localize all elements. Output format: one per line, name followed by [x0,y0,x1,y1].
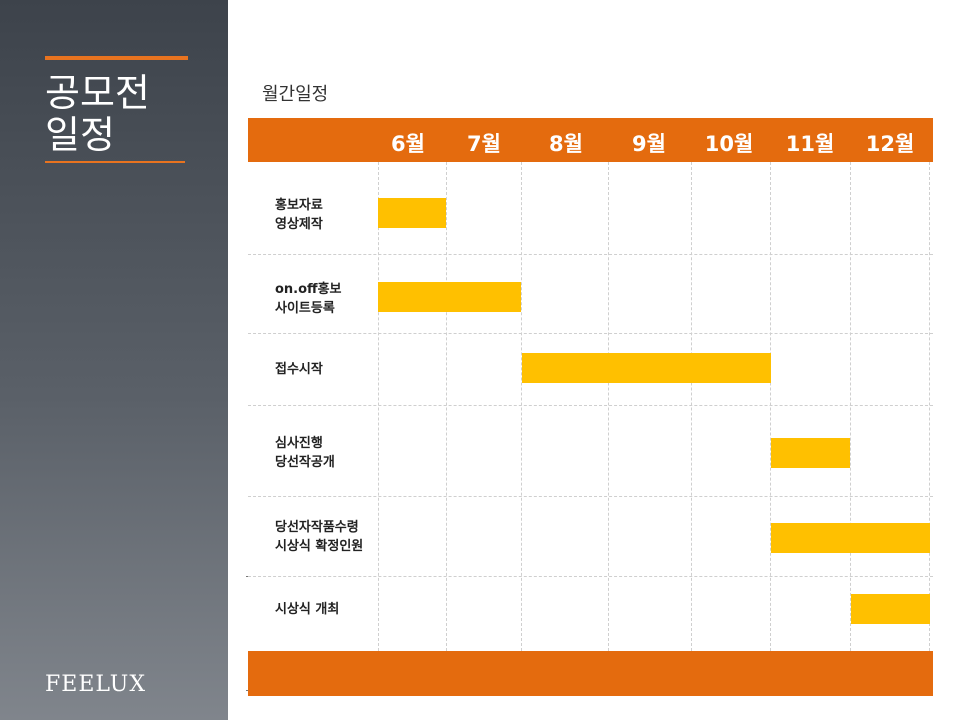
task-label-online-promo: on.off홍보 사이트등록 [275,280,342,318]
task-label-line2: 영상제작 [275,217,323,232]
month-header-8: 8월 [549,132,583,156]
month-header-6: 6월 [391,132,425,156]
grid-row-line [248,496,933,497]
month-header-11: 11월 [785,132,835,156]
gantt-bar-online-promo [378,282,521,312]
month-header-bar [248,118,933,162]
task-label-line1: 당선자작품수령 [275,520,359,535]
grid-col-line [770,162,771,651]
task-label-line1: on.off홍보 [275,282,342,297]
task-label-line1: 홍보자료 [275,198,323,213]
grid-col-line [691,162,692,651]
grid-col-line [850,162,851,651]
row-tick [246,690,248,691]
gantt-bar-ceremony [851,594,930,624]
gantt-bar-submission [522,353,771,383]
gantt-bar-award-prep [771,523,930,553]
task-label-line1: 접수시작 [275,362,323,377]
footer-bar [248,651,933,696]
gantt-bar-judging [771,438,850,468]
grid-row-line [248,254,933,255]
task-label-line1: 심사진행 [275,436,323,451]
grid-row-line [248,405,933,406]
page-title-line1: 공모전 [45,71,150,115]
grid-row-line [248,576,933,577]
grid-col-line [929,162,930,651]
sidebar: 공모전 일정 FEELUX [0,0,228,720]
task-label-award-prep: 당선자작품수령 시상식 확정인원 [275,518,363,556]
month-header-9: 9월 [632,132,666,156]
task-label-line2: 사이트등록 [275,301,335,316]
month-header-7: 7월 [467,132,501,156]
grid-col-line [608,162,609,651]
task-label-promo-video: 홍보자료 영상제작 [275,196,323,234]
month-header-10: 10월 [704,132,754,156]
brand-logo: FEELUX [45,672,146,697]
sidebar-top-accent-line [45,56,188,60]
month-header-12: 12월 [865,132,915,156]
page-title-line2: 일정 [45,113,115,157]
section-title: 월간일정 [262,84,329,105]
task-label-submission: 접수시작 [275,360,323,379]
page-title: 공모전 일정 [45,72,195,156]
task-label-ceremony: 시상식 개최 [275,600,339,619]
task-label-line1: 시상식 개최 [275,602,340,617]
grid-row-line [248,333,933,334]
gantt-bar-promo-video [378,198,446,228]
row-tick [246,576,248,577]
task-label-line2: 당선작공개 [275,455,335,470]
sidebar-bottom-accent-line [45,161,185,163]
task-label-line2: 시상식 확정인원 [275,539,364,554]
grid-col-line [378,162,379,651]
grid-col-line [446,162,447,651]
task-label-judging: 심사진행 당선작공개 [275,434,335,472]
grid-col-line [521,162,522,651]
